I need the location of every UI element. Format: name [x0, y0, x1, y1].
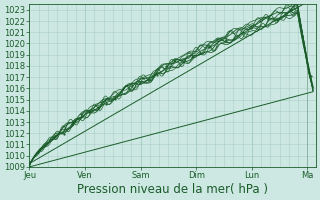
Point [61, 132, 66, 135]
Point [283, 12, 288, 15]
Point [189, 56, 194, 59]
Point [78, 112, 83, 116]
Point [27, 164, 32, 167]
Point [146, 77, 151, 80]
Point [257, 19, 262, 22]
Point [44, 142, 49, 145]
Point [296, 11, 301, 15]
Point [214, 37, 220, 41]
Point [206, 45, 211, 49]
Point [249, 26, 254, 30]
Point [129, 83, 134, 86]
Point [112, 97, 117, 100]
Point [223, 38, 228, 42]
Point [87, 110, 92, 113]
Point [274, 19, 279, 22]
Point [266, 17, 271, 20]
Point [52, 135, 58, 138]
X-axis label: Pression niveau de la mer( hPa ): Pression niveau de la mer( hPa ) [77, 183, 268, 196]
Point [290, 8, 295, 11]
Point [164, 65, 169, 68]
Point [155, 74, 160, 77]
Point [197, 51, 203, 54]
Point [291, 7, 296, 10]
Point [307, 71, 312, 74]
Point [308, 75, 314, 78]
Point [300, 35, 305, 38]
Point [232, 37, 237, 40]
Point [121, 86, 126, 89]
Point [95, 105, 100, 108]
Point [240, 30, 245, 33]
Point [69, 123, 75, 126]
Point [104, 102, 109, 105]
Point [138, 82, 143, 85]
Point [301, 44, 306, 47]
Point [36, 150, 41, 153]
Point [180, 60, 186, 63]
Point [172, 59, 177, 62]
